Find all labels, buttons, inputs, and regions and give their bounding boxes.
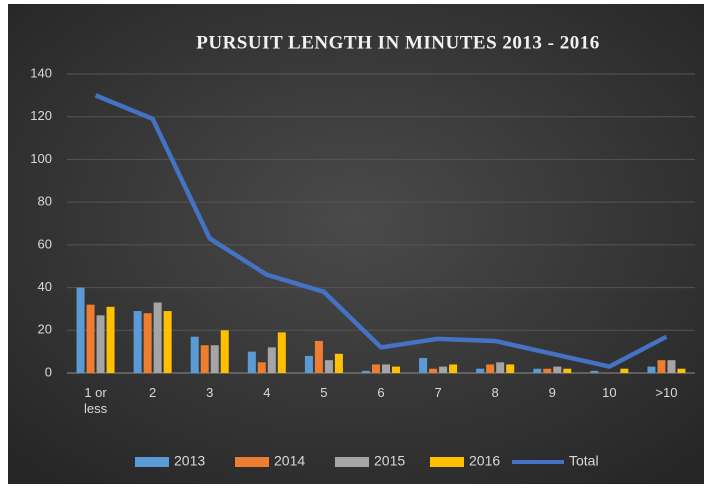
bar (247, 351, 256, 373)
bar (506, 364, 515, 373)
y-tick-label: 20 (38, 322, 52, 337)
y-tick-label: 80 (38, 194, 52, 209)
bar (324, 360, 333, 373)
y-tick-label: 140 (30, 65, 52, 80)
x-tick-label: 10 (602, 385, 617, 400)
legend-label: 2013 (174, 453, 205, 469)
legend-swatch (335, 457, 369, 467)
x-tick-label: 4 (263, 385, 271, 400)
bar (76, 287, 85, 373)
bar (257, 362, 266, 373)
bar (496, 362, 505, 373)
bar (153, 302, 162, 373)
x-tick-label: 6 (377, 385, 385, 400)
legend-swatch (135, 457, 169, 467)
y-tick-label: 60 (38, 236, 52, 251)
bar (677, 368, 686, 373)
legend-label: 2016 (469, 453, 500, 469)
bar (543, 368, 552, 373)
bar (590, 370, 599, 373)
bar (133, 311, 142, 373)
bar (449, 364, 458, 373)
y-tick-label: 40 (38, 279, 52, 294)
bar (96, 315, 105, 373)
legend-label: 2014 (274, 453, 305, 469)
bar (86, 304, 95, 373)
y-tick-label: 120 (30, 108, 52, 123)
y-tick-label: 100 (30, 151, 52, 166)
legend-label: 2015 (374, 453, 405, 469)
bar (419, 358, 428, 373)
bar (220, 330, 229, 373)
bar (190, 336, 199, 373)
chart-background (8, 4, 704, 484)
bar (382, 364, 390, 373)
bar (439, 366, 448, 373)
bar (106, 306, 115, 373)
x-tick-label: 8 (491, 385, 499, 400)
bar (476, 368, 485, 373)
bar (533, 368, 542, 373)
bar (200, 345, 209, 373)
x-tick-label: 7 (434, 385, 442, 400)
chart-title: PURSUIT LENGTH IN MINUTES 2013 - 2016 (196, 32, 599, 53)
x-tick-label: 2 (149, 385, 157, 400)
bar (362, 370, 370, 373)
x-tick-label: 5 (320, 385, 328, 400)
bar (429, 368, 438, 373)
bar (314, 340, 323, 373)
bar (334, 353, 343, 373)
bar (267, 347, 276, 373)
bar (210, 345, 219, 373)
legend-swatch (235, 457, 269, 467)
x-tick-label: 9 (548, 385, 556, 400)
bar (143, 313, 152, 373)
bar (620, 368, 629, 373)
bar (163, 311, 172, 373)
line (94, 93, 668, 369)
bar (553, 366, 562, 373)
x-tick-label: 1 or less (83, 385, 108, 416)
legend-label: Total (569, 453, 599, 469)
bar (372, 364, 380, 373)
bar (667, 360, 676, 373)
bar (304, 355, 313, 373)
bar (647, 366, 656, 373)
bar (277, 332, 286, 373)
bar (486, 364, 495, 373)
x-tick-label: >10 (655, 385, 678, 400)
x-tick-label: 3 (206, 385, 214, 400)
y-tick-label: 0 (45, 364, 52, 379)
bar (392, 366, 400, 373)
legend-swatch (430, 457, 464, 467)
bar (657, 360, 666, 373)
bar (563, 368, 572, 373)
